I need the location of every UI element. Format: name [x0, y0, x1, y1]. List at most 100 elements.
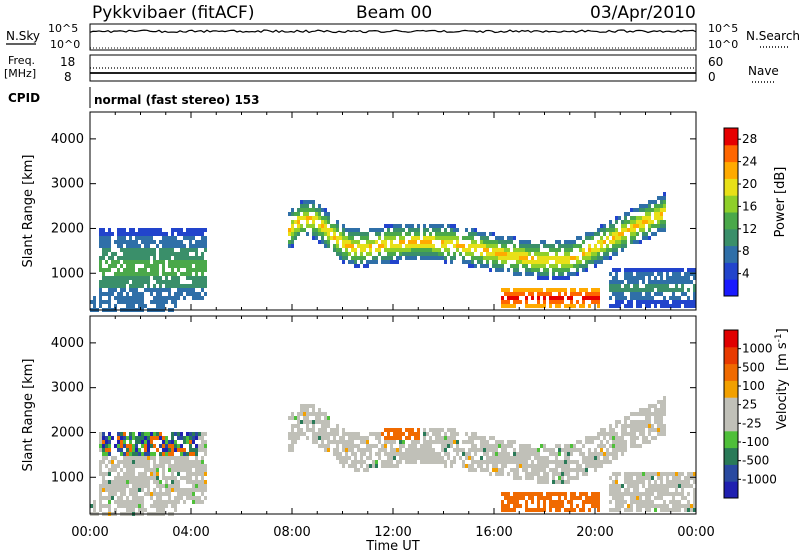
- colorbar-swatch: [724, 144, 738, 163]
- velocity-cell: [141, 500, 144, 504]
- velocity-cell: [444, 464, 447, 468]
- power-cell: [693, 304, 696, 308]
- velocity-cell: [165, 440, 168, 444]
- velocity-cell: [558, 464, 561, 468]
- power-cell: [531, 304, 534, 308]
- power-cell: [189, 268, 192, 272]
- power-cell: [519, 288, 522, 292]
- velocity-cell: [390, 452, 393, 456]
- power-cell: [426, 248, 429, 252]
- velocity-cell: [465, 452, 468, 456]
- velocity-cell: [693, 492, 696, 496]
- velocity-cell: [639, 508, 642, 512]
- velocity-cell: [129, 444, 132, 448]
- velocity-cell: [348, 440, 351, 444]
- velocity-cell: [558, 496, 561, 500]
- power-cell: [546, 244, 549, 248]
- velocity-cell: [648, 440, 651, 444]
- power-cell: [102, 248, 105, 252]
- power-cell: [159, 256, 162, 260]
- velocity-cell: [648, 484, 651, 488]
- velocity-cell: [114, 456, 117, 460]
- velocity-cell: [537, 464, 540, 468]
- power-cell: [618, 236, 621, 240]
- power-cell: [648, 272, 651, 276]
- velocity-cell: [312, 436, 315, 440]
- power-cell: [336, 244, 339, 248]
- velocity-cell: [564, 496, 567, 500]
- velocity-cell: [543, 508, 546, 512]
- velocity-cell: [456, 440, 459, 444]
- power-cell: [648, 204, 651, 208]
- x-tick-label: 04:00: [172, 525, 209, 540]
- velocity-cell: [504, 496, 507, 500]
- power-cell: [657, 204, 660, 208]
- velocity-cell: [126, 448, 129, 452]
- power-cell: [399, 248, 402, 252]
- power-cell: [165, 232, 168, 236]
- velocity-cell: [627, 480, 630, 484]
- velocity-cell: [108, 496, 111, 500]
- power-cell: [297, 212, 300, 216]
- power-cell: [639, 296, 642, 300]
- power-cell: [501, 252, 504, 256]
- velocity-cell: [189, 468, 192, 472]
- power-cell: [363, 232, 366, 236]
- power-cell: [669, 288, 672, 292]
- power-cell: [135, 260, 138, 264]
- velocity-cell: [165, 448, 168, 452]
- power-cell: [564, 292, 567, 296]
- power-cell: [153, 260, 156, 264]
- power-cell: [543, 300, 546, 304]
- power-cell: [138, 276, 141, 280]
- power-cell: [318, 204, 321, 208]
- velocity-cell: [384, 428, 387, 432]
- power-cell: [564, 288, 567, 292]
- velocity-cell: [501, 504, 504, 508]
- power-cell: [345, 252, 348, 256]
- velocity-cell: [495, 440, 498, 444]
- velocity-cell: [159, 508, 162, 512]
- colorbar-swatch: [724, 481, 738, 499]
- velocity-cell: [516, 460, 519, 464]
- power-cell: [615, 252, 618, 256]
- power-cell: [615, 276, 618, 280]
- velocity-cell: [165, 480, 168, 484]
- velocity-cell: [609, 436, 612, 440]
- velocity-cell: [123, 504, 126, 508]
- velocity-cell: [201, 460, 204, 464]
- velocity-cell: [183, 468, 186, 472]
- velocity-cell: [114, 492, 117, 496]
- y-tick-label: 3000: [51, 177, 84, 192]
- velocity-cell: [165, 436, 168, 440]
- velocity-cell: [120, 492, 123, 496]
- velocity-cell: [624, 488, 627, 492]
- power-cell: [324, 212, 327, 216]
- velocity-cell: [306, 416, 309, 420]
- power-cell: [183, 256, 186, 260]
- power-cell: [111, 260, 114, 264]
- velocity-cell: [99, 496, 102, 500]
- velocity-cell: [378, 452, 381, 456]
- power-cell: [612, 240, 615, 244]
- velocity-cell: [189, 492, 192, 496]
- power-cell: [588, 236, 591, 240]
- velocity-cell: [393, 456, 396, 460]
- power-cell: [303, 200, 306, 204]
- power-cell: [549, 288, 552, 292]
- velocity-cell: [492, 468, 495, 472]
- velocity-cell: [108, 468, 111, 472]
- power-cell: [672, 292, 675, 296]
- power-cell: [639, 272, 642, 276]
- power-cell: [624, 288, 627, 292]
- power-cell: [618, 216, 621, 220]
- power-cell: [195, 284, 198, 288]
- power-cell: [102, 300, 105, 304]
- velocity-cell: [504, 492, 507, 496]
- velocity-cell: [147, 492, 150, 496]
- velocity-cell: [384, 448, 387, 452]
- velocity-cell: [480, 444, 483, 448]
- velocity-cell: [381, 464, 384, 468]
- velocity-cell: [366, 448, 369, 452]
- velocity-cell: [150, 432, 153, 436]
